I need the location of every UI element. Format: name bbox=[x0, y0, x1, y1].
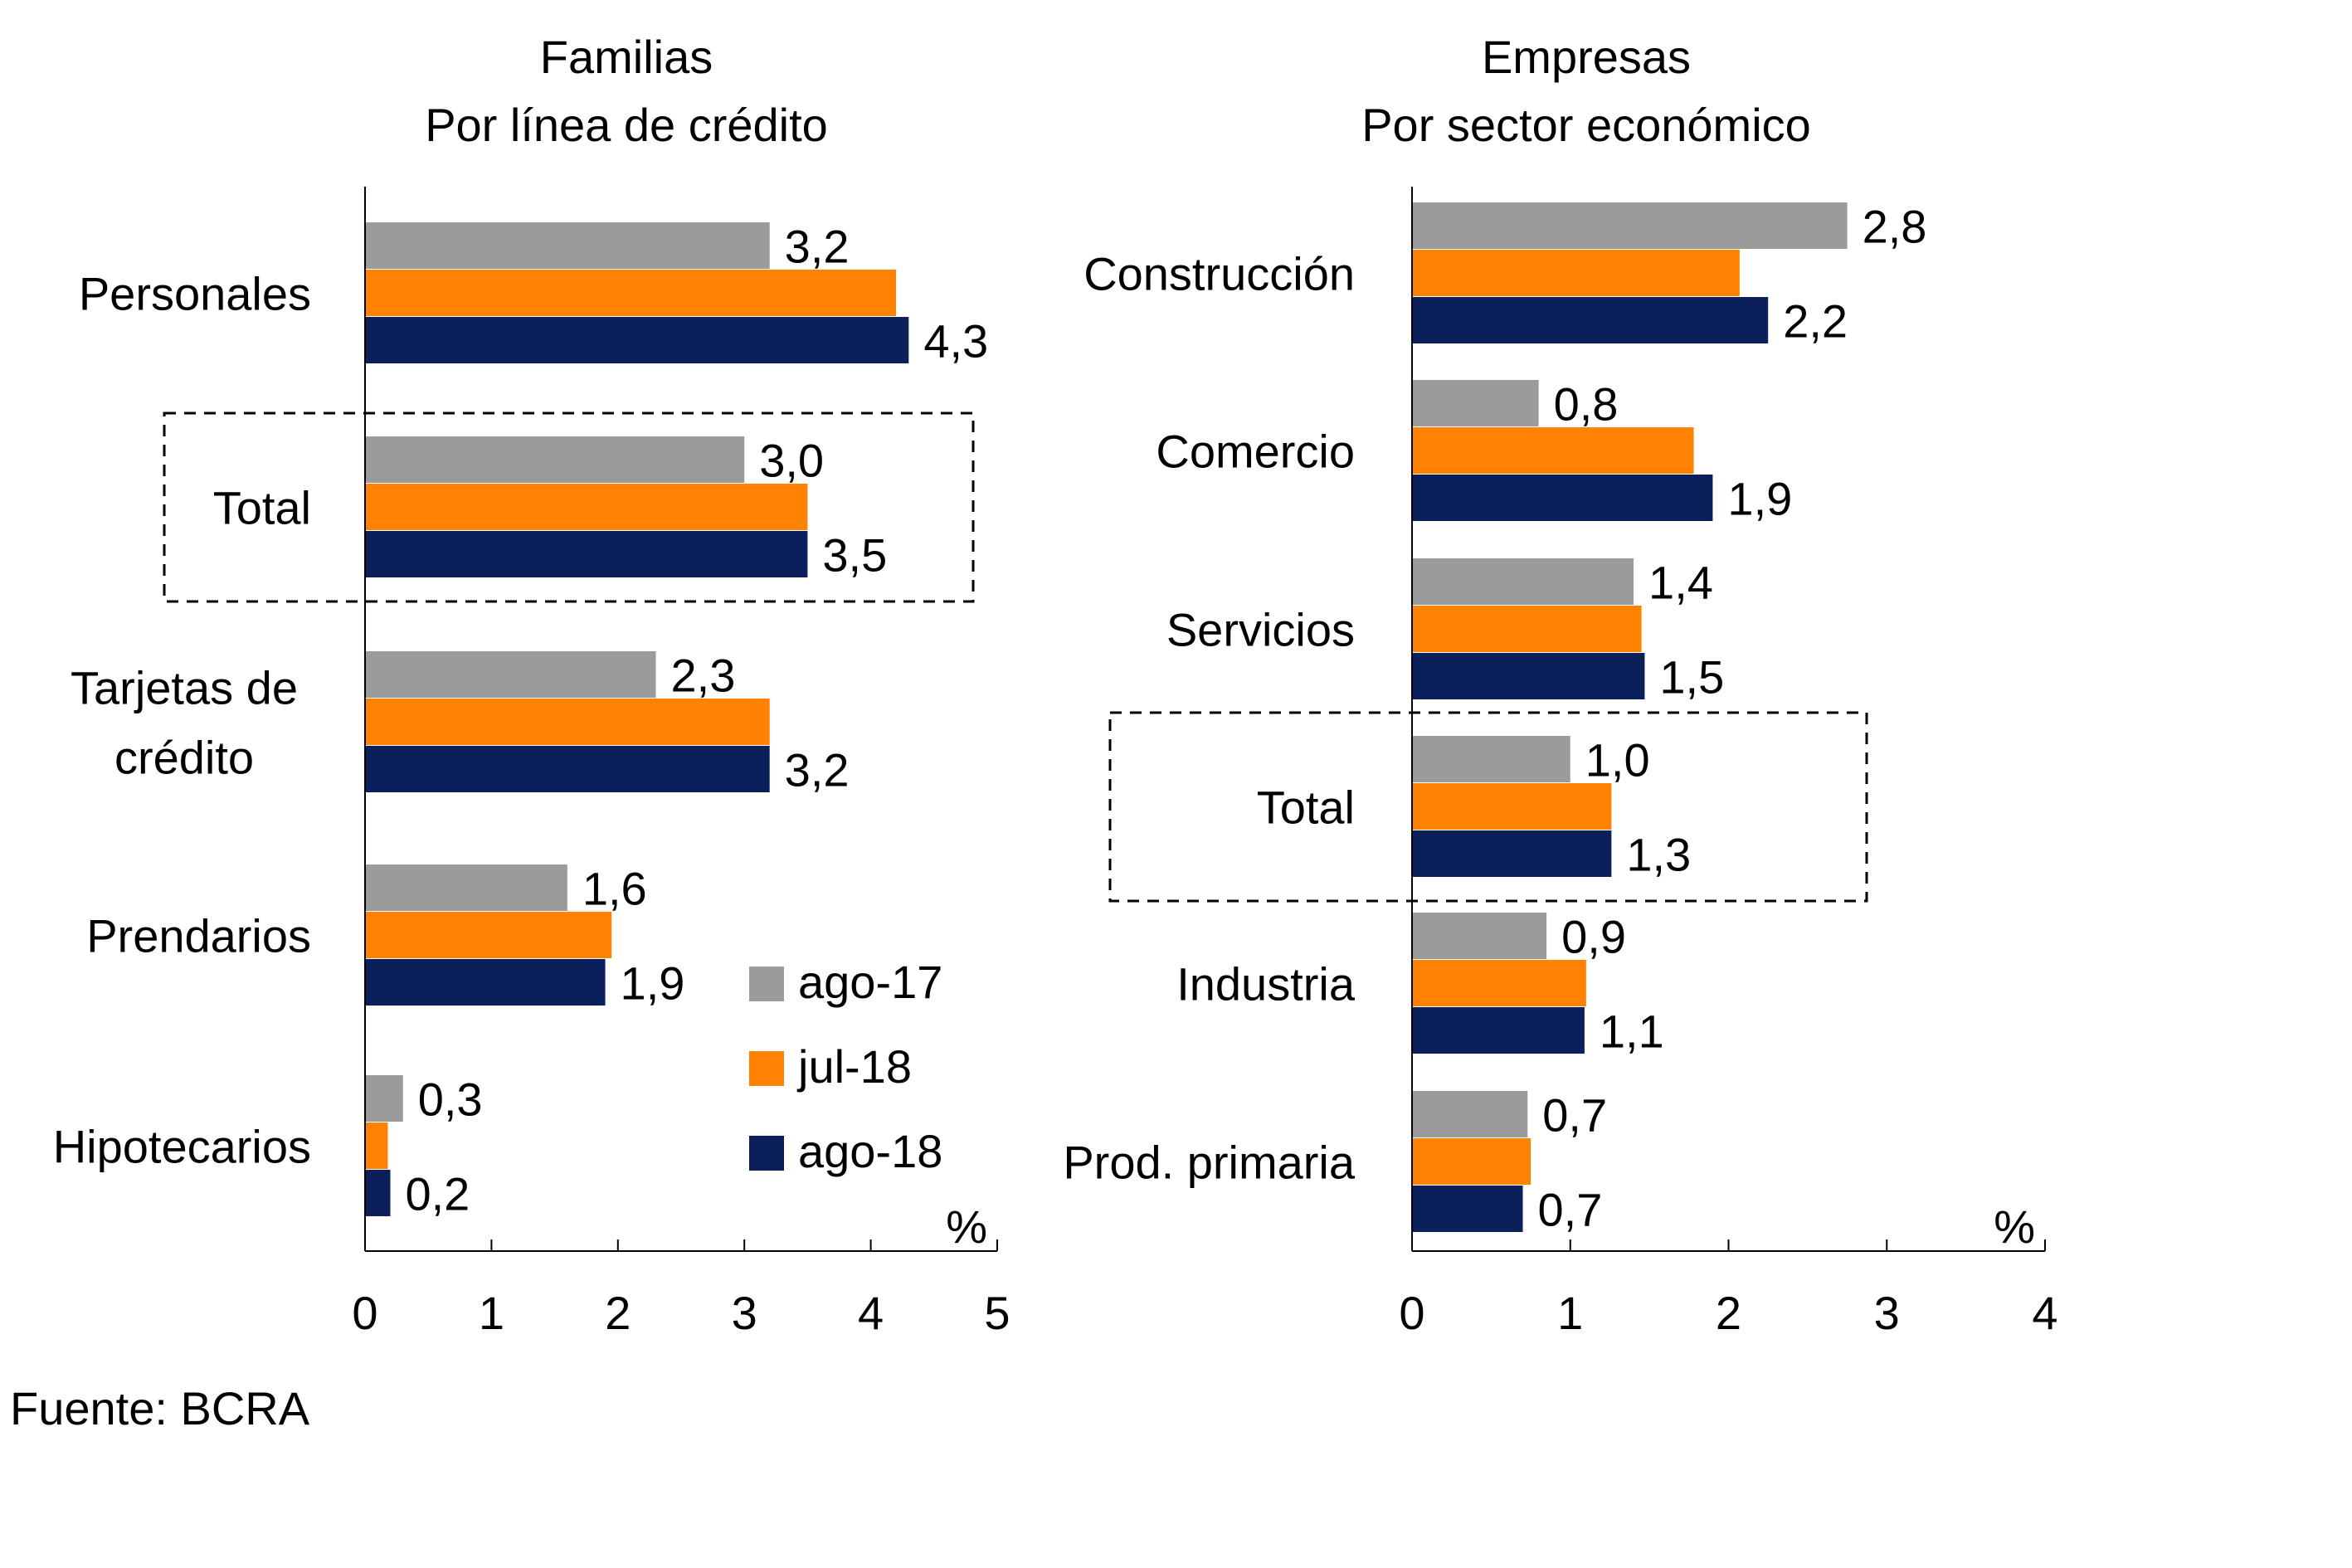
data-label: 0,9 bbox=[1561, 911, 1626, 963]
x-tick-label: 3 bbox=[732, 1287, 757, 1339]
total-highlight-box bbox=[1108, 711, 1868, 903]
bar-total-ago-18 bbox=[1412, 830, 1612, 877]
category-label-total: Total bbox=[1257, 782, 1355, 834]
bar-servicios-ago-17 bbox=[1412, 558, 1634, 605]
bar-servicios-jul-18 bbox=[1412, 606, 1642, 652]
bar-industria-ago-17 bbox=[1412, 913, 1547, 959]
x-tick-label: 3 bbox=[1874, 1287, 1900, 1339]
data-label: 2,2 bbox=[1783, 295, 1848, 348]
data-label: 0,2 bbox=[405, 1168, 470, 1220]
bar-industria-ago-18 bbox=[1412, 1007, 1585, 1054]
category-label-construccion: Construcción bbox=[1083, 248, 1355, 300]
data-label: 3,5 bbox=[822, 529, 887, 582]
x-tick-label: 2 bbox=[605, 1287, 631, 1339]
data-label: 0,8 bbox=[1554, 378, 1619, 431]
bar-total-jul-18 bbox=[365, 484, 808, 530]
x-tick-label: 5 bbox=[984, 1287, 1010, 1339]
x-tick-label: 1 bbox=[479, 1287, 504, 1339]
category-label-servicios: Servicios bbox=[1166, 604, 1355, 656]
category-label-comercio: Comercio bbox=[1156, 426, 1355, 478]
unit-label: % bbox=[946, 1200, 987, 1253]
data-label: 0,7 bbox=[1538, 1184, 1603, 1236]
bar-total-jul-18 bbox=[1412, 783, 1612, 830]
bar-total-ago-17 bbox=[365, 436, 745, 483]
bar-personales-jul-18 bbox=[365, 270, 897, 316]
data-label: 1,5 bbox=[1659, 651, 1724, 704]
bar-prendarios-jul-18 bbox=[365, 912, 612, 958]
bar-tarjetas-de-credito-jul-18 bbox=[365, 699, 770, 745]
x-tick-label: 0 bbox=[1399, 1287, 1424, 1339]
familias-chart: Familias Por línea de crédito 3,2 3,0 2,3 1… bbox=[53, 31, 1010, 1339]
familias-plot-area: 3,2 3,0 2,3 1,6 0,3 4,3 3,5 3,2 1,9 0,2 Personales… bbox=[53, 187, 1010, 1339]
data-label: 0,3 bbox=[418, 1074, 483, 1126]
bar-prod-primaria-jul-18 bbox=[1412, 1138, 1531, 1185]
bar-personales-ago-17 bbox=[365, 222, 770, 269]
data-label: 3,0 bbox=[759, 435, 824, 487]
category-label-industria: Industria bbox=[1176, 958, 1356, 1010]
bar-tarjetas-de-credito-ago-17 bbox=[365, 651, 656, 698]
bar-prod-primaria-ago-17 bbox=[1412, 1091, 1528, 1137]
empresas-chart: Empresas Por sector económico 2,8 0,8 1,4 1… bbox=[1063, 31, 2057, 1339]
chart-title: Empresas bbox=[1482, 31, 1691, 83]
legend-swatch-ago-18 bbox=[749, 1136, 784, 1171]
data-label: 0,7 bbox=[1542, 1089, 1607, 1142]
total-highlight-box bbox=[163, 411, 975, 603]
bar-comercio-ago-17 bbox=[1412, 380, 1539, 426]
data-label: 1,4 bbox=[1648, 557, 1713, 609]
category-label-prendarios: Prendarios bbox=[86, 910, 311, 962]
bar-prod-primaria-ago-18 bbox=[1412, 1186, 1523, 1232]
bar-tarjetas-de-credito-ago-18 bbox=[365, 746, 770, 792]
bar-hipotecarios-ago-18 bbox=[365, 1170, 391, 1216]
bar-construccion-jul-18 bbox=[1412, 250, 1740, 296]
bar-construccion-ago-17 bbox=[1412, 202, 1848, 249]
x-tick-label: 4 bbox=[2032, 1287, 2057, 1339]
data-label: 3,2 bbox=[785, 744, 850, 796]
chart-title: Familias bbox=[540, 31, 713, 83]
bar-comercio-ago-18 bbox=[1412, 475, 1713, 521]
legend: ago-17 jul-18 ago-18 bbox=[749, 956, 942, 1177]
x-tick-label: 4 bbox=[858, 1287, 884, 1339]
bar-servicios-ago-18 bbox=[1412, 653, 1645, 699]
data-label: 1,1 bbox=[1600, 1006, 1664, 1058]
bar-prendarios-ago-18 bbox=[365, 959, 606, 1006]
data-label: 4,3 bbox=[923, 315, 988, 368]
bar-industria-jul-18 bbox=[1412, 960, 1586, 1006]
source-note: Fuente: BCRA bbox=[10, 1382, 310, 1434]
category-label-prod-primaria: Prod. primaria bbox=[1063, 1137, 1356, 1189]
data-label: 3,2 bbox=[785, 221, 850, 273]
category-label-total: Total bbox=[213, 482, 311, 534]
category-label-tarjetas-de-credito: Tarjetas de crédito bbox=[71, 662, 298, 784]
data-label: 1,9 bbox=[621, 957, 685, 1010]
legend-label-ago-17: ago-17 bbox=[798, 956, 942, 1008]
bar-hipotecarios-jul-18 bbox=[365, 1122, 388, 1169]
x-tick-label: 0 bbox=[352, 1287, 377, 1339]
bar-prendarios-ago-17 bbox=[365, 864, 567, 911]
category-label-personales: Personales bbox=[79, 268, 311, 320]
chart-subtitle: Por línea de crédito bbox=[425, 99, 828, 151]
data-label: 2,8 bbox=[1863, 201, 1927, 253]
category-label-hipotecarios: Hipotecarios bbox=[53, 1121, 311, 1173]
data-label: 1,6 bbox=[582, 863, 647, 915]
data-label: 1,0 bbox=[1585, 734, 1650, 786]
data-label: 1,3 bbox=[1626, 829, 1691, 881]
bar-hipotecarios-ago-17 bbox=[365, 1075, 403, 1122]
chart-subtitle: Por sector económico bbox=[1361, 99, 1811, 151]
legend-label-ago-18: ago-18 bbox=[798, 1125, 942, 1177]
legend-swatch-jul-18 bbox=[749, 1051, 784, 1086]
legend-swatch-ago-17 bbox=[749, 967, 784, 1001]
legend-label-jul-18: jul-18 bbox=[796, 1040, 912, 1093]
bar-total-ago-18 bbox=[365, 531, 808, 577]
x-tick-label: 1 bbox=[1557, 1287, 1583, 1339]
empresas-plot-area: 2,8 0,8 1,4 1,0 0,9 0,7 2,2 1,9 1,5 1,3 1,1 0,7 Cons… bbox=[1063, 187, 2058, 1339]
x-tick-label: 2 bbox=[1716, 1287, 1741, 1339]
bar-personales-ago-18 bbox=[365, 317, 909, 363]
bar-comercio-jul-18 bbox=[1412, 427, 1694, 474]
data-label: 1,9 bbox=[1727, 473, 1792, 525]
bar-total-ago-17 bbox=[1412, 736, 1570, 782]
data-label: 2,3 bbox=[671, 650, 736, 702]
unit-label: % bbox=[1994, 1200, 2035, 1253]
bar-construccion-ago-18 bbox=[1412, 297, 1769, 343]
